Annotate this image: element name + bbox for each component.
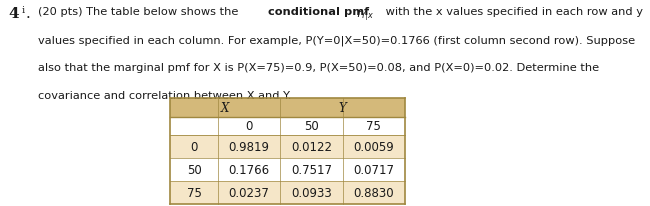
Text: (20 pts) The table below shows the: (20 pts) The table below shows the	[38, 7, 242, 17]
Text: 0.1766: 0.1766	[228, 163, 270, 176]
Text: 0.0237: 0.0237	[229, 186, 269, 199]
Text: 75: 75	[187, 186, 202, 199]
Text: 0.7517: 0.7517	[291, 163, 332, 176]
Text: 0.9819: 0.9819	[228, 140, 270, 153]
Text: values specified in each column. For example, P(Y=0|X=50)=0.1766 (first column s: values specified in each column. For exa…	[38, 35, 635, 46]
Text: covariance and correlation between X and Y.: covariance and correlation between X and…	[38, 91, 291, 101]
Text: $f_{Y|x}$: $f_{Y|x}$	[356, 7, 374, 23]
Text: 0: 0	[190, 140, 198, 153]
Text: 0.8830: 0.8830	[354, 186, 394, 199]
Text: 0.0059: 0.0059	[354, 140, 394, 153]
Text: 0: 0	[245, 120, 253, 132]
Bar	[170, 117, 405, 135]
Text: 50: 50	[187, 163, 202, 176]
Bar	[170, 158, 405, 181]
Text: i: i	[21, 6, 25, 15]
Text: also that the marginal pmf for X is P(X=75)=0.9, P(X=50)=0.08, and P(X=0)=0.02. : also that the marginal pmf for X is P(X=…	[38, 63, 599, 73]
Text: conditional pmf: conditional pmf	[268, 7, 374, 17]
Text: .: .	[26, 7, 31, 21]
Text: 0.0122: 0.0122	[291, 140, 332, 153]
Text: Y: Y	[339, 102, 346, 114]
Bar	[170, 135, 405, 158]
Text: X: X	[221, 102, 229, 114]
Text: with the x values specified in each row and y: with the x values specified in each row …	[382, 7, 644, 17]
Text: 50: 50	[304, 120, 318, 132]
Text: 4: 4	[8, 7, 19, 21]
Text: 75: 75	[367, 120, 381, 132]
Bar	[170, 99, 405, 117]
Bar	[170, 181, 405, 204]
Text: 0.0717: 0.0717	[353, 163, 395, 176]
Text: 0.0933: 0.0933	[291, 186, 332, 199]
